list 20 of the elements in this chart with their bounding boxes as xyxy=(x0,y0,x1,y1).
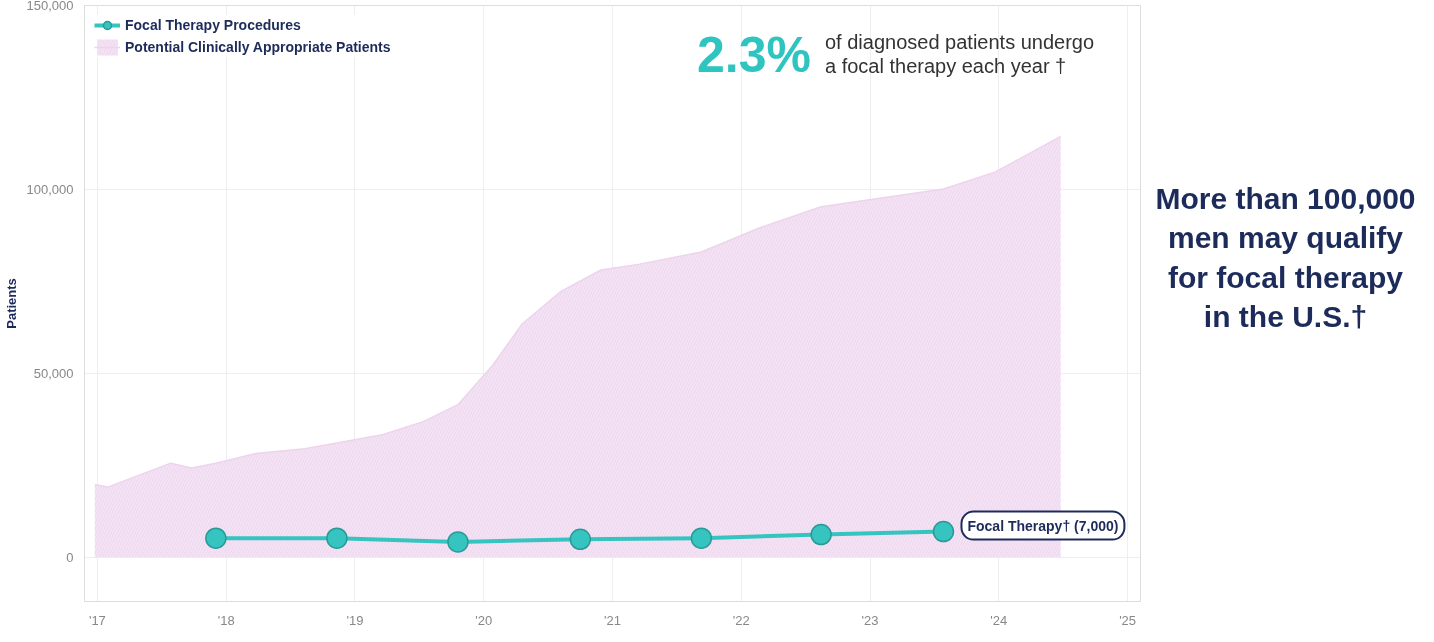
x-tick-label: '25 xyxy=(1119,612,1137,628)
annotation: of diagnosed patients undergo a focal therapy each year † xyxy=(824,30,1095,77)
x-tick-label: '17 xyxy=(88,612,106,628)
x-tick-label: '21 xyxy=(604,612,621,628)
y-tick-label: 150,000 xyxy=(26,0,74,13)
x-tick-label: '18 xyxy=(217,612,235,628)
legend-label: Potential Clinically Appropriate Patients xyxy=(125,39,391,55)
text: More than 100,000 men may qualify for focal therapy in the U.S.† xyxy=(1155,181,1416,334)
annotation: Focal Therapy† (7,000) xyxy=(967,517,1119,534)
y-axis-title: Patients xyxy=(3,278,19,329)
y-tick-label: 0 xyxy=(66,549,74,565)
x-tick-label: '19 xyxy=(346,612,364,628)
annotation: 2.3% xyxy=(696,26,811,83)
y-tick-label: 50,000 xyxy=(33,365,74,381)
x-tick-label: '23 xyxy=(861,612,879,628)
legend-label: Focal Therapy Procedures xyxy=(125,17,301,33)
x-tick-label: '24 xyxy=(990,612,1008,628)
x-tick-label: '20 xyxy=(475,612,493,628)
x-tick-label: '22 xyxy=(732,612,750,628)
y-tick-label: 100,000 xyxy=(26,181,74,197)
